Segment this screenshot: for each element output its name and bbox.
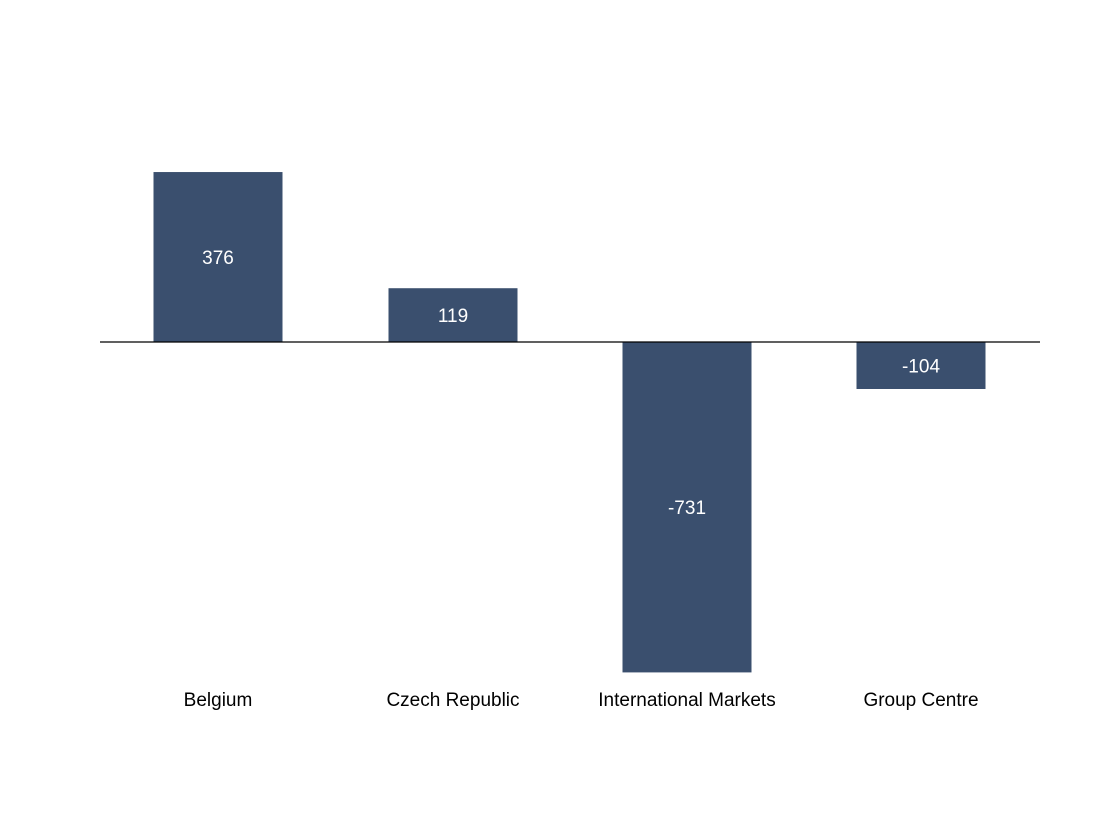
category-label-3: International Markets xyxy=(598,690,775,711)
data-labels-group: 376 119 -731 -104 xyxy=(202,248,940,519)
bar-1 xyxy=(153,172,283,342)
bar-value-label-2: 119 xyxy=(438,306,468,327)
bar-value-label-1: 376 xyxy=(202,248,234,269)
category-labels-group: Belgium Czech Republic International Marke… xyxy=(184,690,979,711)
category-label-4: Group Centre xyxy=(863,690,978,711)
bar-value-label-3: -731 xyxy=(668,498,706,519)
bar-4 xyxy=(856,342,986,390)
bars-group xyxy=(153,172,986,673)
bar-value-label-4: -104 xyxy=(902,357,940,378)
category-label-1: Belgium xyxy=(184,690,253,711)
bar-2 xyxy=(388,288,518,342)
bar-3 xyxy=(622,342,752,673)
category-label-2: Czech Republic xyxy=(386,690,519,711)
